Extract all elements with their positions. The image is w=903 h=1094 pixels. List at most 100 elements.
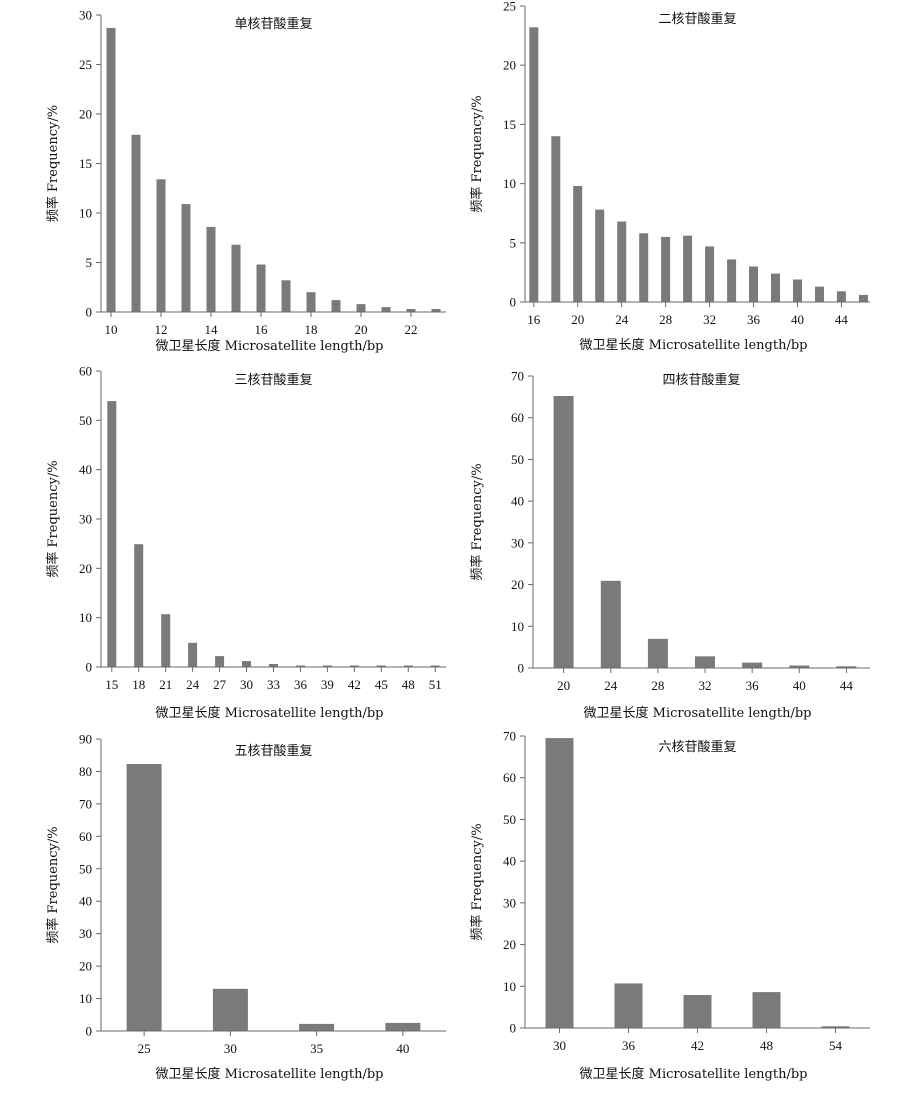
y-tick-label: 60 (511, 410, 524, 425)
x-tick-label: 40 (791, 312, 804, 327)
bar (242, 661, 251, 667)
x-tick-label: 42 (348, 677, 361, 692)
chart-title: 六核苷酸重复 (658, 739, 736, 755)
x-tick-label: 30 (240, 677, 253, 692)
bar (188, 642, 198, 667)
bar (793, 279, 802, 302)
x-tick-label: 51 (429, 677, 442, 692)
x-tick-label: 54 (829, 1038, 843, 1053)
x-tick-label: 32 (703, 312, 716, 327)
y-tick-label: 30 (511, 535, 524, 550)
bar (430, 665, 440, 667)
bar (381, 307, 391, 312)
y-tick-label: 70 (511, 369, 524, 384)
y-axis-title: 频率 Frequency/% (469, 463, 485, 580)
y-tick-label: 30 (79, 512, 92, 527)
x-tick-label: 20 (557, 678, 570, 693)
y-tick-label: 10 (511, 619, 524, 634)
x-tick-label: 10 (105, 322, 118, 337)
y-tick-label: 90 (79, 732, 92, 747)
y-tick-label: 40 (511, 494, 524, 509)
bar (212, 988, 248, 1031)
x-tick-label: 12 (155, 322, 168, 337)
bar (403, 665, 413, 667)
bar (106, 27, 116, 313)
bar (600, 580, 621, 668)
bar (356, 304, 366, 312)
bar (639, 233, 649, 302)
y-tick-label: 60 (79, 829, 92, 844)
x-tick-label: 16 (255, 322, 269, 337)
y-tick-label: 15 (503, 117, 516, 132)
x-axis-title: 微卫星长度 Microsatellite length/bp (156, 705, 384, 721)
y-tick-label: 70 (503, 729, 516, 744)
bar (742, 662, 763, 668)
x-tick-label: 39 (321, 677, 334, 692)
bar (376, 665, 386, 667)
bar (815, 286, 824, 302)
y-axis-title: 频率 Frequency/% (45, 826, 61, 943)
y-tick-label: 10 (503, 176, 516, 191)
x-axis-title: 微卫星长度 Microsatellite length/bp (580, 1066, 808, 1082)
x-tick-label: 18 (305, 322, 318, 337)
bar (553, 396, 574, 668)
y-tick-label: 15 (79, 156, 92, 171)
y-tick-label: 50 (511, 452, 524, 467)
bar (181, 204, 191, 312)
chart-tetranucleotide: 0 10 20 30 40 50 60 70 20 24 28 32 36 40 44 四核苷酸重复微卫星长度… (469, 369, 870, 721)
y-tick-label: 0 (510, 1021, 517, 1036)
bar (256, 264, 266, 312)
bar (661, 236, 671, 302)
x-tick-label: 44 (835, 312, 849, 327)
x-tick-label: 24 (604, 678, 618, 693)
y-tick-label: 10 (503, 979, 516, 994)
bar (529, 27, 539, 303)
bar (296, 665, 305, 667)
bar (322, 665, 332, 667)
x-tick-label: 24 (615, 312, 629, 327)
bar (858, 294, 868, 302)
bar (131, 134, 141, 312)
bar (161, 614, 171, 667)
x-axis-title: 微卫星长度 Microsatellite length/bp (156, 338, 384, 354)
x-tick-label: 35 (310, 1041, 323, 1056)
y-tick-label: 20 (503, 58, 516, 73)
y-tick-label: 40 (79, 462, 92, 477)
bar (595, 209, 605, 302)
y-tick-label: 80 (79, 764, 92, 779)
bar (752, 992, 781, 1028)
y-tick-label: 25 (503, 0, 516, 14)
y-tick-label: 5 (510, 235, 517, 250)
chart-title: 三核苷酸重复 (234, 372, 312, 388)
x-tick-label: 28 (651, 678, 664, 693)
bar (551, 136, 561, 302)
bar (573, 186, 583, 302)
bar (695, 656, 715, 668)
bar (836, 291, 846, 302)
y-tick-label: 20 (511, 577, 524, 592)
bar (771, 273, 780, 302)
y-tick-label: 50 (503, 812, 516, 827)
bar (836, 666, 857, 668)
bar (126, 764, 162, 1031)
y-tick-label: 5 (86, 255, 93, 270)
y-tick-label: 20 (503, 937, 516, 952)
y-tick-label: 20 (79, 107, 92, 122)
bar (231, 244, 241, 312)
x-axis-title: 微卫星长度 Microsatellite length/bp (584, 705, 812, 721)
bar (705, 246, 715, 302)
y-tick-label: 50 (79, 861, 92, 876)
bar (545, 738, 574, 1028)
x-tick-label: 33 (267, 677, 280, 692)
bar (134, 544, 144, 667)
chart-title: 五核苷酸重复 (234, 743, 312, 759)
chart-title: 二核苷酸重复 (658, 11, 736, 27)
x-tick-label: 25 (138, 1041, 151, 1056)
x-tick-label: 27 (213, 677, 227, 692)
y-tick-label: 70 (79, 796, 92, 811)
x-tick-label: 24 (186, 677, 200, 692)
x-tick-label: 32 (699, 678, 712, 693)
chart-title: 单核苷酸重复 (234, 16, 312, 32)
y-tick-label: 30 (503, 895, 516, 910)
